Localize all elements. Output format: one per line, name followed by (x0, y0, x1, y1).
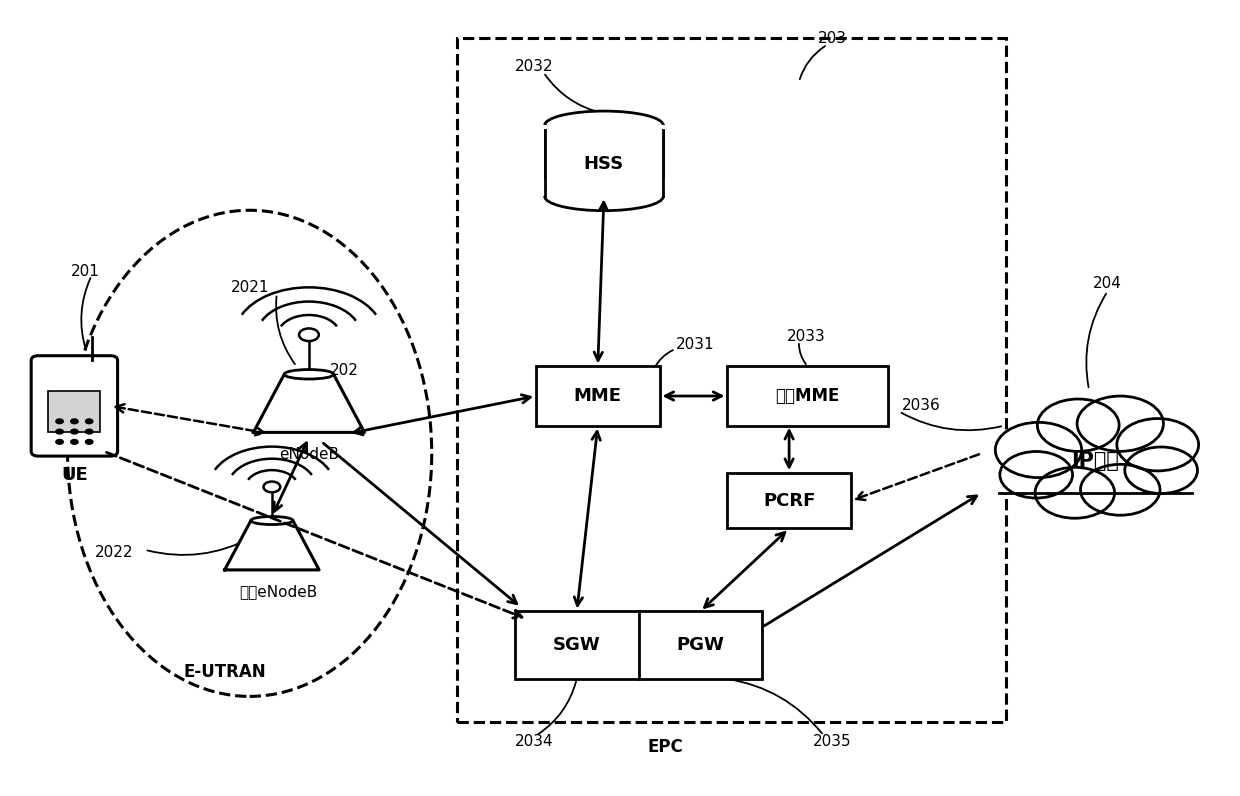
Text: 2032: 2032 (515, 59, 554, 73)
FancyBboxPatch shape (31, 356, 118, 456)
Text: E-UTRAN: E-UTRAN (184, 662, 267, 681)
Text: 2022: 2022 (95, 544, 134, 560)
Circle shape (999, 451, 1073, 498)
Text: 2036: 2036 (901, 399, 940, 413)
FancyBboxPatch shape (48, 391, 100, 431)
Circle shape (1038, 399, 1120, 451)
Circle shape (1078, 396, 1163, 451)
Text: 2021: 2021 (231, 280, 269, 295)
FancyBboxPatch shape (728, 473, 851, 529)
Text: UE: UE (61, 466, 88, 484)
Text: 2033: 2033 (786, 329, 826, 344)
Ellipse shape (284, 369, 334, 379)
Text: 2034: 2034 (515, 735, 554, 749)
Circle shape (71, 439, 78, 444)
Circle shape (71, 429, 78, 434)
Ellipse shape (68, 210, 432, 696)
Circle shape (86, 419, 93, 423)
Text: 其它eNodeB: 其它eNodeB (239, 583, 317, 599)
FancyBboxPatch shape (536, 366, 660, 426)
Circle shape (56, 439, 63, 444)
Circle shape (86, 429, 93, 434)
Text: HSS: HSS (584, 155, 624, 174)
Text: 203: 203 (817, 31, 847, 46)
Text: EPC: EPC (649, 738, 683, 756)
Text: 其它MME: 其它MME (775, 387, 839, 405)
Circle shape (56, 429, 63, 434)
Circle shape (56, 419, 63, 423)
FancyBboxPatch shape (544, 125, 663, 197)
FancyBboxPatch shape (544, 125, 663, 197)
Text: 204: 204 (1094, 276, 1122, 291)
Circle shape (299, 329, 319, 341)
Circle shape (996, 423, 1081, 478)
Bar (998, 455, 1192, 493)
Circle shape (263, 482, 280, 492)
Text: eNodeB: eNodeB (279, 447, 339, 462)
Circle shape (1125, 447, 1198, 494)
Polygon shape (253, 374, 365, 432)
Text: PCRF: PCRF (763, 492, 816, 509)
FancyBboxPatch shape (515, 611, 761, 679)
Text: 2031: 2031 (676, 337, 714, 352)
Text: IP业务: IP业务 (1071, 451, 1120, 471)
Circle shape (71, 419, 78, 423)
Circle shape (1035, 467, 1115, 518)
Circle shape (1117, 419, 1199, 471)
Ellipse shape (544, 182, 663, 211)
Text: SGW: SGW (553, 636, 600, 654)
Text: MME: MME (574, 387, 621, 405)
FancyBboxPatch shape (542, 178, 666, 197)
Polygon shape (224, 521, 319, 570)
Ellipse shape (250, 517, 293, 525)
FancyBboxPatch shape (458, 38, 1007, 722)
Circle shape (1080, 464, 1159, 515)
Text: 201: 201 (71, 264, 99, 279)
Text: PGW: PGW (676, 636, 724, 654)
Text: 202: 202 (330, 363, 358, 378)
Text: 2035: 2035 (812, 735, 851, 749)
Circle shape (86, 439, 93, 444)
Ellipse shape (544, 111, 663, 139)
FancyBboxPatch shape (728, 366, 888, 426)
